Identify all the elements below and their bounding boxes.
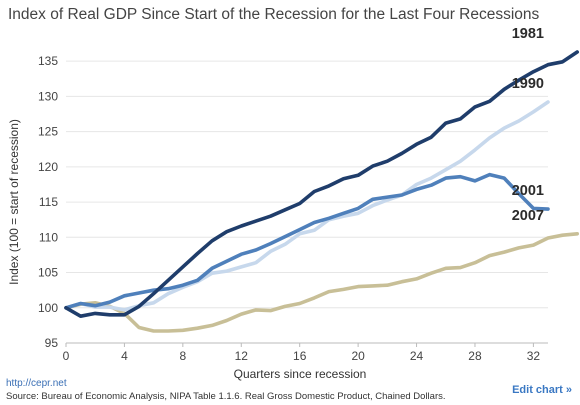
y-tick-label: 115 <box>39 195 58 209</box>
x-tick-label: 8 <box>180 349 187 363</box>
y-tick-label: 100 <box>38 301 58 315</box>
y-tick-label: 105 <box>38 266 58 280</box>
x-tick-label: 0 <box>63 349 70 363</box>
y-axis: 95 100 105 110 115 120 125 130 135 <box>38 54 58 350</box>
y-tick-label: 95 <box>45 336 59 350</box>
series-lines <box>64 50 580 333</box>
x-tick-label: 32 <box>527 349 541 363</box>
y-tick-label: 135 <box>38 54 58 68</box>
gridlines <box>66 60 548 344</box>
y-tick-label: 125 <box>38 125 58 139</box>
x-tick-label: 24 <box>410 349 424 363</box>
series-line-1981 <box>64 50 580 319</box>
series-line-2001 <box>64 172 550 310</box>
y-tick-label: 110 <box>39 230 58 244</box>
x-tick-label: 4 <box>121 349 128 363</box>
x-axis-title: Quarters since recession <box>234 367 367 381</box>
x-axis: 0 4 8 12 16 20 24 28 32 <box>63 343 541 363</box>
y-tick-label: 130 <box>38 89 58 103</box>
series-label-1990: 1990 <box>512 76 544 92</box>
series-label-2001: 2001 <box>512 183 544 199</box>
edit-chart-link[interactable]: Edit chart » <box>512 384 572 396</box>
x-tick-label: 20 <box>351 349 365 363</box>
source-note: Source: Bureau of Economic Analysis, NIP… <box>6 391 446 402</box>
series-line-2007 <box>64 232 580 333</box>
chart-title: Index of Real GDP Since Start of the Rec… <box>8 6 540 23</box>
x-tick-label: 28 <box>468 349 482 363</box>
x-tick-label: 12 <box>235 349 249 363</box>
series-line-1990 <box>64 100 550 312</box>
cepr-link[interactable]: http://cepr.net <box>6 378 67 389</box>
series-label-2007: 2007 <box>512 208 544 224</box>
y-axis-title: Index (100 = start of recession) <box>7 119 21 285</box>
series-label-1981: 1981 <box>512 26 544 42</box>
series-labels: 1981 1990 2001 2007 <box>512 26 544 224</box>
x-tick-label: 16 <box>293 349 307 363</box>
y-tick-label: 120 <box>38 160 58 174</box>
